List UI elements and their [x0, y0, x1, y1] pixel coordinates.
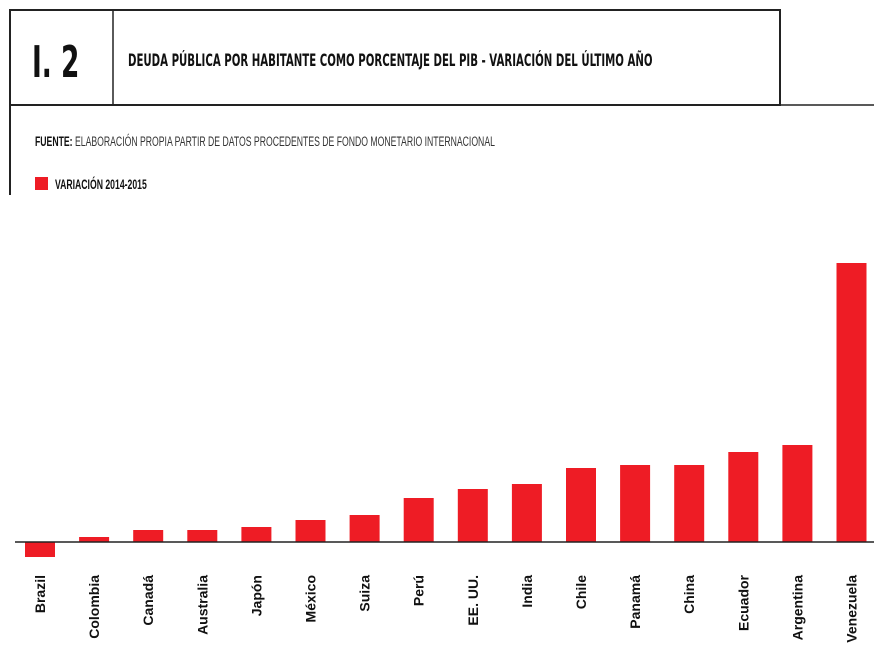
x-tick-label: EE. UU. — [465, 575, 481, 626]
x-tick-label: Venezuela — [844, 575, 860, 643]
legend-label: VARIACIÓN 2014-2015 — [55, 177, 147, 193]
x-tick-label: Panamá — [627, 575, 643, 629]
bar — [403, 498, 434, 542]
header-code: I. 2 — [32, 36, 79, 88]
bar — [349, 515, 380, 542]
x-tick-label: Canadá — [140, 575, 156, 626]
x-tick-label: Perú — [411, 575, 427, 606]
bar — [566, 468, 596, 542]
bar — [25, 542, 55, 557]
bar — [187, 530, 218, 542]
x-tick-label: Colombia — [86, 575, 102, 639]
source-text: ELABORACIÓN PROPIA PARTIR DE DATOS PROCE… — [75, 134, 495, 150]
bar — [241, 527, 272, 542]
x-tick-label: Argentina — [789, 575, 805, 641]
bar — [620, 465, 651, 542]
bar — [295, 520, 326, 542]
source-label: FUENTE: — [35, 134, 73, 150]
legend-swatch — [35, 177, 48, 190]
bar — [782, 445, 813, 542]
bar — [728, 452, 759, 542]
bar — [836, 263, 867, 542]
x-tick-label: Suiza — [357, 575, 373, 612]
x-tick-label: Brazil — [32, 575, 48, 613]
bar — [133, 530, 164, 542]
source: FUENTE: ELABORACIÓN PROPIA PARTIR DE DATO… — [35, 134, 495, 150]
x-tick-label: India — [519, 575, 535, 608]
x-tick-label: China — [681, 575, 697, 614]
x-tick-label: Chile — [573, 575, 589, 609]
x-tick-label: Japón — [248, 575, 264, 616]
bar — [79, 537, 110, 542]
bar — [457, 489, 488, 542]
bar — [674, 465, 705, 542]
x-tick-label: México — [303, 575, 319, 622]
x-tick-label: Ecuador — [735, 574, 751, 631]
chart-title: DEUDA PÚBLICA POR HABITANTE COMO PORCENT… — [128, 49, 653, 71]
bar — [511, 484, 542, 542]
x-tick-label: Australia — [194, 575, 210, 635]
